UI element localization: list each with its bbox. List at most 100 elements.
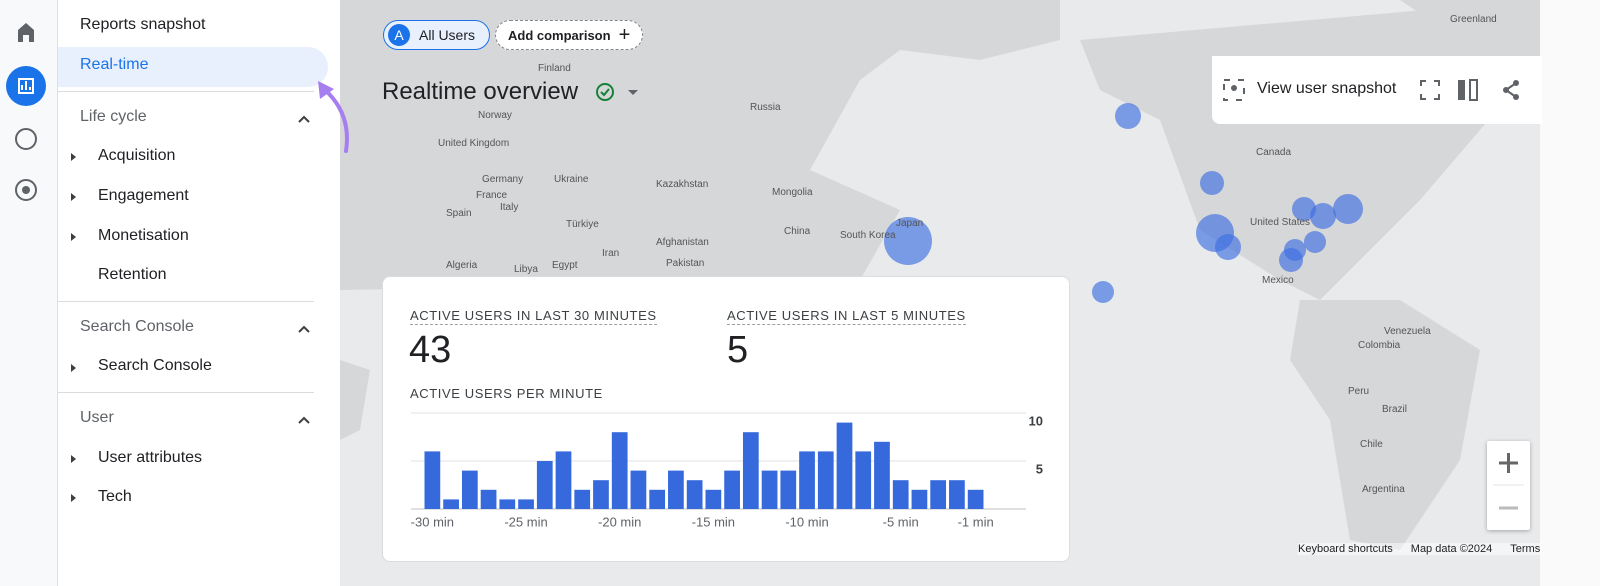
map-label: Chile <box>1360 439 1383 450</box>
bar <box>780 470 797 509</box>
map-label: Colombia <box>1358 340 1401 351</box>
selected-highlight <box>58 47 328 87</box>
divider <box>58 392 314 393</box>
map-label: United Kingdom <box>438 138 509 149</box>
bar <box>949 480 965 509</box>
map-label: Finland <box>538 63 571 74</box>
footer-link[interactable]: Terms <box>1510 543 1541 555</box>
nav-item[interactable]: Reports snapshot <box>80 16 206 33</box>
bar <box>461 470 478 509</box>
map-label: United States <box>1250 217 1310 228</box>
icon-rail <box>0 0 58 586</box>
home-icon[interactable] <box>18 23 34 42</box>
map-label: Afghanistan <box>656 237 709 248</box>
nav-item[interactable]: Retention <box>98 266 167 283</box>
add-comparison-label: Add comparison <box>508 27 611 43</box>
zoom-buttons[interactable] <box>1487 441 1530 530</box>
section-title[interactable]: Search Console <box>80 318 194 335</box>
divider <box>58 301 314 302</box>
nav-item[interactable]: Engagement <box>98 187 189 204</box>
bar <box>574 489 591 509</box>
map-label: Brazil <box>1382 404 1407 415</box>
bar <box>611 432 628 509</box>
map-label: Venezuela <box>1384 326 1431 337</box>
footer-link[interactable]: Keyboard shortcuts <box>1298 543 1393 555</box>
map-label: Greenland <box>1450 14 1497 25</box>
map-label: Mongolia <box>772 187 813 198</box>
add-comparison[interactable]: Add comparison + <box>495 20 644 50</box>
bar <box>911 489 928 509</box>
map-label: Germany <box>482 174 523 185</box>
sidebar: Reports snapshot Real-time Life cycle Ac… <box>58 0 340 586</box>
nav-item[interactable]: Tech <box>98 488 132 505</box>
nav-item[interactable]: User attributes <box>98 449 203 466</box>
map-label: Libya <box>514 264 538 275</box>
nav-item[interactable]: Search Console <box>98 357 212 374</box>
bar <box>742 432 759 509</box>
collapse-chevrons <box>298 115 310 424</box>
map-label: Peru <box>1348 386 1369 397</box>
page-title: Realtime overview <box>382 78 579 105</box>
map-label: Mexico <box>1262 275 1294 286</box>
bar <box>499 499 516 509</box>
x-tick-label: -10 min <box>785 514 828 529</box>
map-label: Russia <box>750 102 781 113</box>
metric-value: 43 <box>409 329 452 371</box>
bar <box>817 451 834 509</box>
map-footer: Keyboard shortcuts Map data ©2024 Terms <box>1298 543 1541 555</box>
map-label: Italy <box>500 202 518 213</box>
map-label: Pakistan <box>666 258 704 269</box>
segment-chip[interactable]: A All Users <box>383 20 491 50</box>
expand-arrow <box>71 193 76 201</box>
user-bubbles <box>884 103 1363 303</box>
bar <box>593 480 609 509</box>
snapshot-icon[interactable] <box>1222 78 1246 102</box>
bar <box>536 461 553 509</box>
bar <box>518 499 534 509</box>
map-label: Argentina <box>1362 484 1405 495</box>
bar <box>555 451 572 509</box>
bar <box>761 470 778 509</box>
bar <box>649 489 666 509</box>
bar <box>799 451 815 509</box>
header-actions[interactable] <box>1418 78 1528 102</box>
footer-link[interactable]: Map data ©2024 <box>1410 543 1493 555</box>
bar <box>930 480 947 509</box>
expand-arrow <box>71 455 76 463</box>
chart: 5 10 -30 min -25 min -20 min -15 min -10 min -5… <box>411 412 1043 529</box>
map-label: Ukraine <box>554 174 589 185</box>
map-label: Canada <box>1256 147 1291 158</box>
advertising-icon[interactable] <box>15 179 37 201</box>
expand-arrow <box>71 494 76 502</box>
map-label: Egypt <box>552 260 578 271</box>
nav-item[interactable]: Monetisation <box>98 227 189 244</box>
nav-item-selected[interactable]: Real-time <box>80 56 149 73</box>
bar <box>855 451 872 509</box>
bar <box>443 499 459 509</box>
map-label: Iran <box>602 248 619 259</box>
bar <box>668 470 684 509</box>
expand-arrow <box>71 233 76 241</box>
map-label: China <box>784 226 811 237</box>
metric-label: ACTIVE USERS IN LAST 30 MINUTES <box>410 308 657 325</box>
map-label: South Korea <box>840 230 896 241</box>
map-label: France <box>476 190 508 201</box>
x-tick-label: -30 min <box>411 514 454 529</box>
section-title[interactable]: Life cycle <box>80 108 147 125</box>
x-tick-label: -5 min <box>883 514 919 529</box>
bar <box>836 422 853 509</box>
bar <box>892 480 909 509</box>
bar <box>630 470 647 509</box>
section-title[interactable]: User <box>80 409 114 426</box>
bar <box>480 489 497 509</box>
divider <box>58 91 314 92</box>
x-tick-label: -1 min <box>958 514 994 529</box>
annotation-arrow <box>318 81 349 153</box>
explore-icon[interactable] <box>15 128 37 150</box>
bar <box>724 470 740 509</box>
realtime-card: ACTIVE USERS IN LAST 30 MINUTES 43 ACTIV… <box>382 276 1070 562</box>
bar <box>967 489 984 509</box>
nav-item[interactable]: Acquisition <box>98 147 176 164</box>
view-snapshot[interactable]: View user snapshot <box>1257 80 1397 97</box>
